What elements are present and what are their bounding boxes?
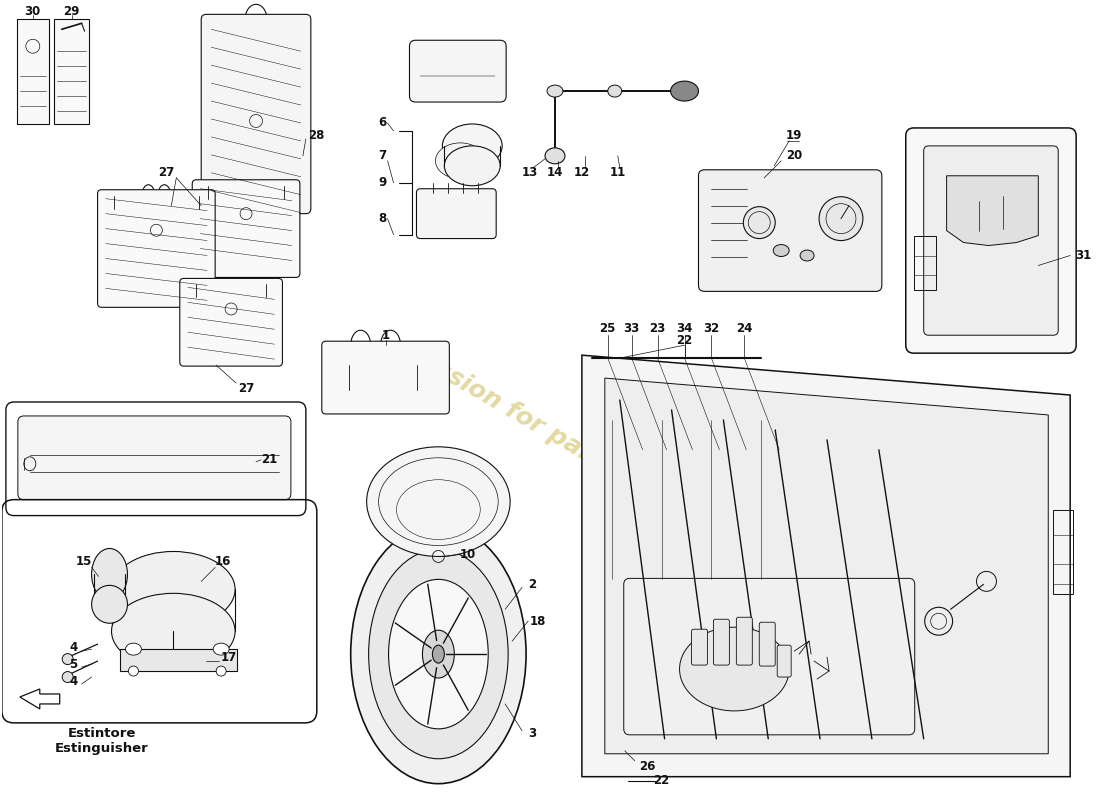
Ellipse shape [744, 206, 775, 238]
Text: 33: 33 [624, 322, 640, 334]
Polygon shape [20, 689, 59, 709]
FancyBboxPatch shape [624, 578, 915, 735]
Text: 2: 2 [528, 578, 536, 591]
Ellipse shape [442, 124, 503, 168]
Text: 11: 11 [609, 166, 626, 179]
Text: Estintore
Estinguisher: Estintore Estinguisher [55, 727, 148, 755]
FancyBboxPatch shape [698, 170, 882, 291]
Text: 4: 4 [69, 674, 78, 687]
Ellipse shape [773, 245, 789, 257]
Ellipse shape [671, 81, 698, 101]
FancyBboxPatch shape [18, 416, 290, 500]
Ellipse shape [432, 645, 444, 663]
Text: 10: 10 [460, 548, 476, 561]
Ellipse shape [422, 630, 454, 678]
Ellipse shape [125, 643, 142, 655]
Text: 22: 22 [676, 334, 693, 346]
Bar [1053, 510, 1074, 594]
Text: 5: 5 [69, 658, 78, 670]
Text: 9: 9 [378, 176, 387, 190]
Ellipse shape [111, 551, 235, 627]
FancyBboxPatch shape [778, 645, 791, 677]
FancyBboxPatch shape [98, 190, 216, 307]
Text: 34: 34 [676, 322, 693, 334]
Ellipse shape [680, 627, 789, 711]
Ellipse shape [351, 525, 526, 784]
FancyBboxPatch shape [759, 622, 775, 666]
Ellipse shape [544, 148, 565, 164]
Ellipse shape [91, 549, 128, 600]
FancyBboxPatch shape [201, 14, 311, 214]
Text: 3: 3 [528, 727, 536, 740]
Ellipse shape [547, 85, 563, 97]
Ellipse shape [63, 671, 74, 682]
Text: 29: 29 [64, 5, 80, 18]
Text: 19: 19 [786, 130, 802, 142]
Ellipse shape [129, 666, 139, 676]
FancyBboxPatch shape [409, 40, 506, 102]
Text: 12: 12 [574, 166, 590, 179]
Ellipse shape [63, 654, 74, 665]
Text: 23: 23 [649, 322, 666, 334]
Ellipse shape [217, 666, 227, 676]
Polygon shape [582, 355, 1070, 777]
FancyBboxPatch shape [417, 189, 496, 238]
Text: 26: 26 [639, 760, 656, 774]
Text: 1: 1 [382, 329, 389, 342]
Bar [914, 235, 936, 290]
Text: 21: 21 [261, 454, 277, 466]
Ellipse shape [388, 579, 488, 729]
Text: 28: 28 [308, 130, 324, 142]
Text: 25: 25 [600, 322, 616, 334]
Ellipse shape [368, 550, 508, 758]
FancyBboxPatch shape [192, 180, 300, 278]
Text: 14: 14 [547, 166, 563, 179]
Text: 15: 15 [76, 555, 91, 568]
Text: 7: 7 [378, 150, 386, 162]
Ellipse shape [91, 586, 128, 623]
FancyBboxPatch shape [905, 128, 1076, 353]
Text: 27: 27 [158, 166, 175, 179]
Ellipse shape [800, 250, 814, 261]
FancyBboxPatch shape [736, 618, 752, 665]
Text: 18: 18 [530, 614, 547, 628]
Bar [16, 19, 48, 124]
Text: RICAMBI
25: RICAMBI 25 [806, 608, 992, 690]
Text: 27: 27 [238, 382, 254, 394]
Text: 17: 17 [221, 650, 238, 664]
Ellipse shape [608, 85, 622, 97]
Text: 16: 16 [214, 555, 231, 568]
Text: 6: 6 [378, 117, 387, 130]
Ellipse shape [366, 447, 510, 557]
Ellipse shape [111, 594, 235, 669]
FancyBboxPatch shape [322, 342, 450, 414]
Ellipse shape [436, 143, 485, 178]
Text: 20: 20 [786, 150, 802, 162]
Text: 22: 22 [653, 774, 670, 787]
Ellipse shape [213, 643, 229, 655]
Text: 13: 13 [521, 166, 538, 179]
Polygon shape [605, 378, 1048, 754]
Ellipse shape [820, 197, 862, 241]
Ellipse shape [444, 146, 500, 186]
Text: 24: 24 [736, 322, 752, 334]
Bar [54, 19, 89, 124]
Polygon shape [947, 176, 1038, 246]
Text: passion for parts since 1985: passion for parts since 1985 [400, 339, 759, 560]
Text: 32: 32 [703, 322, 719, 334]
FancyBboxPatch shape [692, 630, 707, 665]
FancyBboxPatch shape [714, 619, 729, 665]
FancyBboxPatch shape [924, 146, 1058, 335]
Text: 30: 30 [24, 5, 41, 18]
Text: 4: 4 [69, 641, 78, 654]
Bar [120, 649, 238, 671]
FancyBboxPatch shape [179, 278, 283, 366]
Text: 8: 8 [378, 212, 387, 225]
Text: 31: 31 [1075, 249, 1091, 262]
